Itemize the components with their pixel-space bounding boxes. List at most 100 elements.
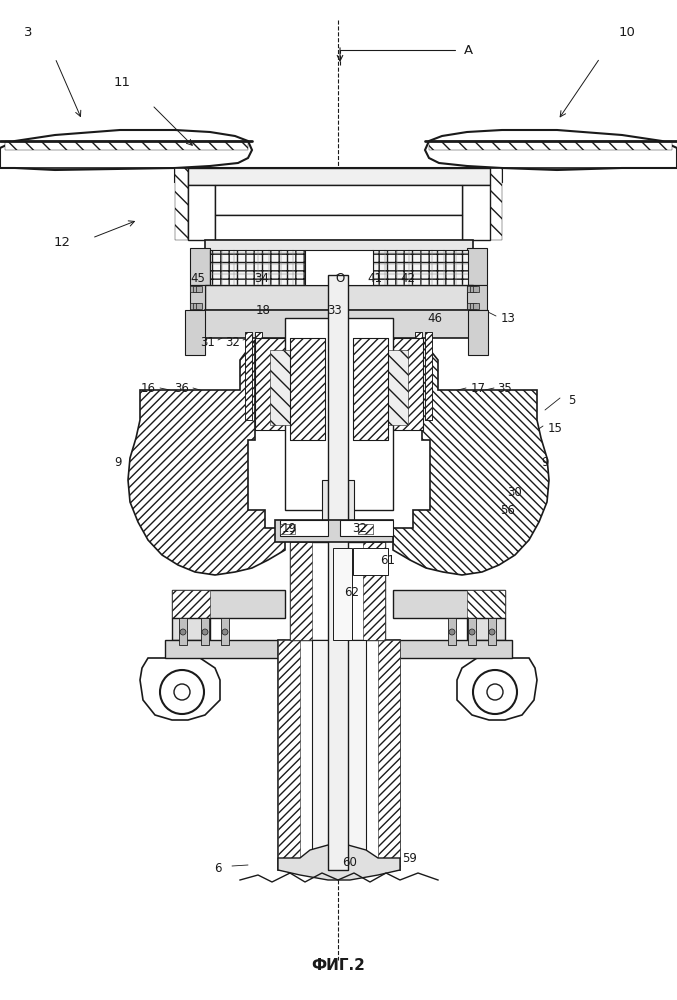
Text: 3: 3 (24, 25, 32, 38)
Text: 46: 46 (427, 312, 443, 324)
Circle shape (160, 670, 204, 714)
Bar (425, 332, 432, 420)
Bar (462, 185, 490, 240)
Text: 35: 35 (498, 381, 512, 394)
Bar (348, 480, 354, 870)
Text: 41: 41 (368, 271, 383, 284)
Text: 61: 61 (380, 554, 395, 566)
Bar (285, 318, 393, 510)
Bar (468, 310, 488, 355)
Text: 31: 31 (200, 336, 215, 349)
Polygon shape (457, 658, 537, 720)
Bar (393, 590, 505, 618)
Text: 33: 33 (328, 304, 343, 316)
Bar (278, 640, 400, 870)
Text: 59: 59 (403, 852, 418, 864)
Bar (340, 520, 393, 536)
Text: A: A (464, 43, 473, 56)
Text: 19: 19 (282, 522, 297, 534)
Circle shape (487, 684, 503, 700)
Bar (473, 286, 479, 292)
Text: 34: 34 (255, 271, 269, 284)
Polygon shape (140, 658, 220, 720)
Text: 18: 18 (255, 304, 270, 316)
Bar (353, 338, 388, 440)
Text: 5: 5 (568, 393, 575, 406)
Text: 32: 32 (353, 522, 368, 534)
Bar (255, 332, 262, 420)
Bar (393, 640, 512, 658)
Text: 36: 36 (175, 381, 190, 394)
Bar (280, 520, 328, 536)
Text: 10: 10 (619, 25, 636, 38)
Bar (196, 303, 202, 309)
Bar (172, 618, 210, 640)
Bar (205, 240, 473, 270)
Polygon shape (128, 340, 285, 575)
Bar (388, 338, 423, 430)
Circle shape (180, 629, 186, 635)
Bar (190, 285, 205, 310)
Bar (328, 275, 348, 870)
Circle shape (449, 629, 455, 635)
Bar (378, 640, 400, 870)
Bar (205, 285, 473, 310)
Bar (255, 338, 290, 430)
Bar (429, 141, 672, 150)
Bar (305, 250, 373, 285)
Polygon shape (175, 168, 502, 240)
Bar (467, 286, 473, 292)
Bar (193, 286, 199, 292)
Bar (205, 310, 473, 338)
Bar (275, 520, 393, 542)
Text: 15: 15 (548, 422, 563, 434)
Bar (188, 168, 490, 185)
Polygon shape (425, 130, 677, 170)
Polygon shape (278, 845, 400, 880)
Bar (190, 248, 210, 285)
Bar (196, 286, 202, 292)
Bar (5, 141, 248, 150)
Bar (179, 618, 187, 645)
Bar (188, 185, 215, 240)
Circle shape (489, 629, 495, 635)
Bar (490, 168, 502, 240)
Bar (190, 286, 196, 292)
Bar (470, 286, 476, 292)
Bar (290, 542, 385, 640)
Text: 32: 32 (225, 336, 240, 349)
Text: 9: 9 (114, 456, 122, 468)
Circle shape (335, 275, 341, 281)
Bar (425, 332, 432, 420)
Bar (468, 618, 476, 645)
Circle shape (202, 629, 208, 635)
Bar (290, 542, 312, 640)
Bar (255, 338, 290, 430)
Text: 16: 16 (141, 381, 156, 394)
Bar (245, 332, 252, 420)
Bar (172, 590, 210, 618)
Bar (290, 338, 325, 440)
Bar (193, 303, 199, 309)
Bar (210, 250, 305, 285)
Bar (473, 303, 479, 309)
Bar (278, 640, 300, 870)
Bar (175, 168, 188, 240)
Bar (358, 524, 373, 534)
Text: 56: 56 (500, 504, 515, 516)
Bar (467, 248, 487, 285)
Text: 12: 12 (53, 235, 70, 248)
Bar (165, 640, 285, 658)
Circle shape (222, 629, 228, 635)
Text: O: O (335, 271, 345, 284)
Text: ФИГ.2: ФИГ.2 (311, 958, 365, 972)
Text: 42: 42 (401, 271, 416, 284)
Bar (245, 332, 252, 420)
Bar (467, 618, 505, 640)
Bar (467, 303, 473, 309)
Bar (190, 303, 196, 309)
Bar (215, 185, 462, 215)
Bar (312, 640, 366, 870)
Bar (215, 215, 462, 240)
Bar (201, 618, 209, 645)
